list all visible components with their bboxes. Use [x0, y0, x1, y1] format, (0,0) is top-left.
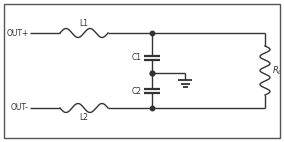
Text: L1: L1 — [80, 19, 89, 29]
Text: OUT+: OUT+ — [7, 29, 29, 37]
Text: C2: C2 — [132, 86, 142, 96]
Text: $R_L$: $R_L$ — [272, 64, 283, 77]
Text: C1: C1 — [132, 54, 142, 62]
Text: OUT-: OUT- — [11, 104, 29, 112]
Text: L2: L2 — [80, 113, 89, 123]
